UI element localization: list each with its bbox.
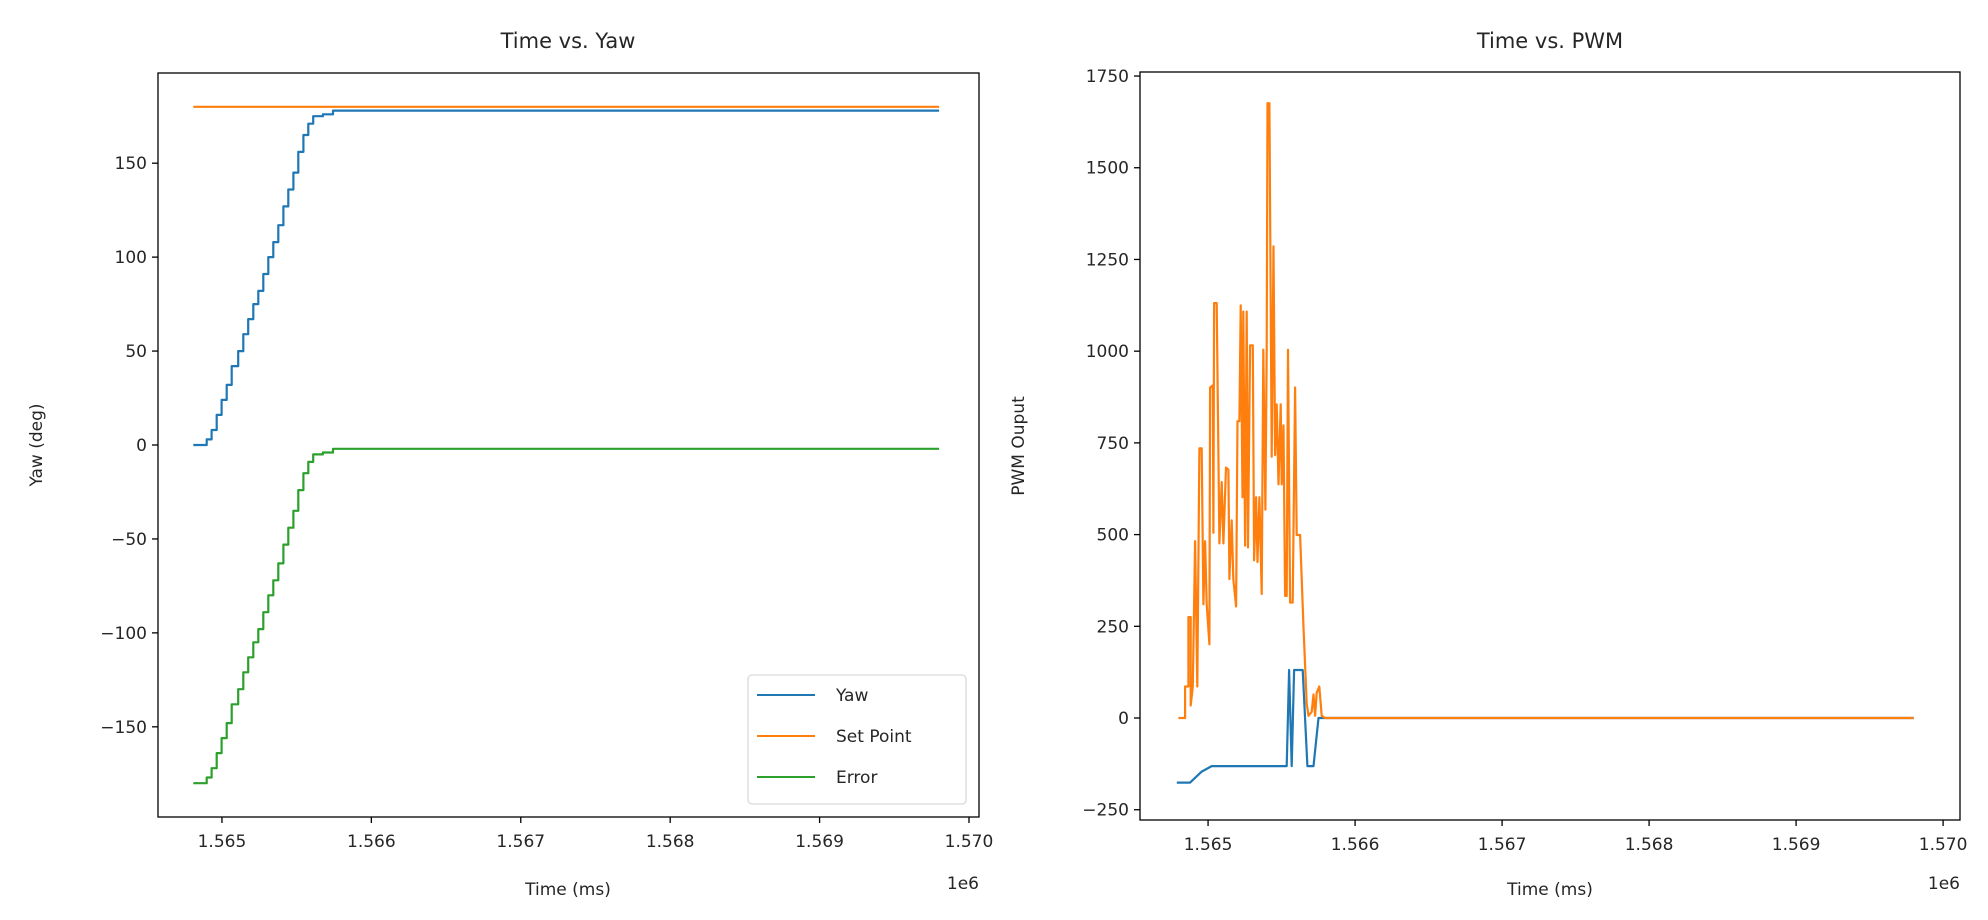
pwm-xtick-label: 1.566 bbox=[1331, 835, 1380, 855]
yaw-plot-area: 1.565 1.566 1.567 1.568 1.569 1.570 −150 −100 −5… bbox=[100, 72, 994, 852]
yaw-xtick-label: 1.566 bbox=[347, 832, 396, 852]
yaw-xtick-label: 1.569 bbox=[795, 832, 844, 852]
yaw-ytick-label: 100 bbox=[115, 248, 147, 268]
yaw-xtick-label: 1.567 bbox=[496, 832, 545, 852]
pwm-ytick-label: 1000 bbox=[1086, 342, 1129, 362]
pwm-axes-frame bbox=[1139, 71, 1961, 821]
pwm-ytick-label: 1500 bbox=[1086, 159, 1129, 179]
pwm-plot-area: 1.565 1.566 1.567 1.568 1.569 1.570 −250 0 250 50… bbox=[1082, 67, 1967, 855]
pwm-xtick-label: 1.568 bbox=[1625, 835, 1674, 855]
pwm-ytick-label: 0 bbox=[1118, 709, 1129, 729]
yaw-chart-xlabel: Time (ms) bbox=[524, 880, 611, 900]
pwm-ytick-label: 750 bbox=[1097, 434, 1129, 454]
legend-label-error: Error bbox=[836, 768, 877, 788]
yaw-chart-offset-label: 1e6 bbox=[947, 874, 979, 894]
yaw-series-yaw bbox=[193, 109, 940, 447]
pwm-ytick-label: −250 bbox=[1082, 801, 1129, 821]
pwm-chart-title: Time vs. PWM bbox=[1476, 29, 1623, 53]
yaw-ytick-label: −150 bbox=[100, 718, 147, 738]
legend-label-yaw: Yaw bbox=[835, 686, 868, 706]
pwm-chart-xlabel: Time (ms) bbox=[1506, 880, 1593, 900]
yaw-xtick-label: 1.568 bbox=[646, 832, 695, 852]
yaw-ytick-label: −50 bbox=[111, 530, 147, 550]
yaw-xtick-label: 1.565 bbox=[198, 832, 247, 852]
pwm-chart-offset-label: 1e6 bbox=[1928, 874, 1960, 894]
pwm-ytick-label: 500 bbox=[1097, 526, 1129, 546]
pwm-ytick-label: 1250 bbox=[1086, 250, 1129, 270]
pwm-ytick-label: 1750 bbox=[1086, 67, 1129, 87]
yaw-chart-ylabel: Yaw (deg) bbox=[27, 403, 47, 487]
yaw-ytick-label: 50 bbox=[125, 342, 147, 362]
pwm-series-pwm bbox=[1178, 102, 1914, 720]
yaw-xtick-label: 1.570 bbox=[945, 832, 994, 852]
yaw-ytick-label: −100 bbox=[100, 624, 147, 644]
yaw-ytick-label: 0 bbox=[136, 436, 147, 456]
legend: Yaw Set Point Error bbox=[747, 674, 967, 805]
legend-label-set-point: Set Point bbox=[836, 727, 912, 747]
yaw-ytick-label: 150 bbox=[115, 154, 147, 174]
pwm-series-yaw-pwm bbox=[1176, 668, 1914, 784]
legend-box bbox=[747, 674, 967, 805]
pwm-chart-ylabel: PWM Ouput bbox=[1009, 396, 1029, 496]
yaw-series-error bbox=[193, 447, 940, 785]
pwm-xtick-label: 1.565 bbox=[1184, 835, 1233, 855]
pwm-xtick-label: 1.570 bbox=[1919, 835, 1968, 855]
pwm-xtick-label: 1.569 bbox=[1772, 835, 1821, 855]
pwm-ytick-label: 250 bbox=[1097, 617, 1129, 637]
yaw-chart-title: Time vs. Yaw bbox=[500, 29, 636, 53]
pwm-xtick-label: 1.567 bbox=[1478, 835, 1527, 855]
pwm-chart: Time vs. PWM Time (ms) PWM Ouput 1e6 1.5… bbox=[1009, 29, 1967, 900]
yaw-chart: Time vs. Yaw Time (ms) Yaw (deg) 1e6 1.5… bbox=[27, 29, 993, 900]
